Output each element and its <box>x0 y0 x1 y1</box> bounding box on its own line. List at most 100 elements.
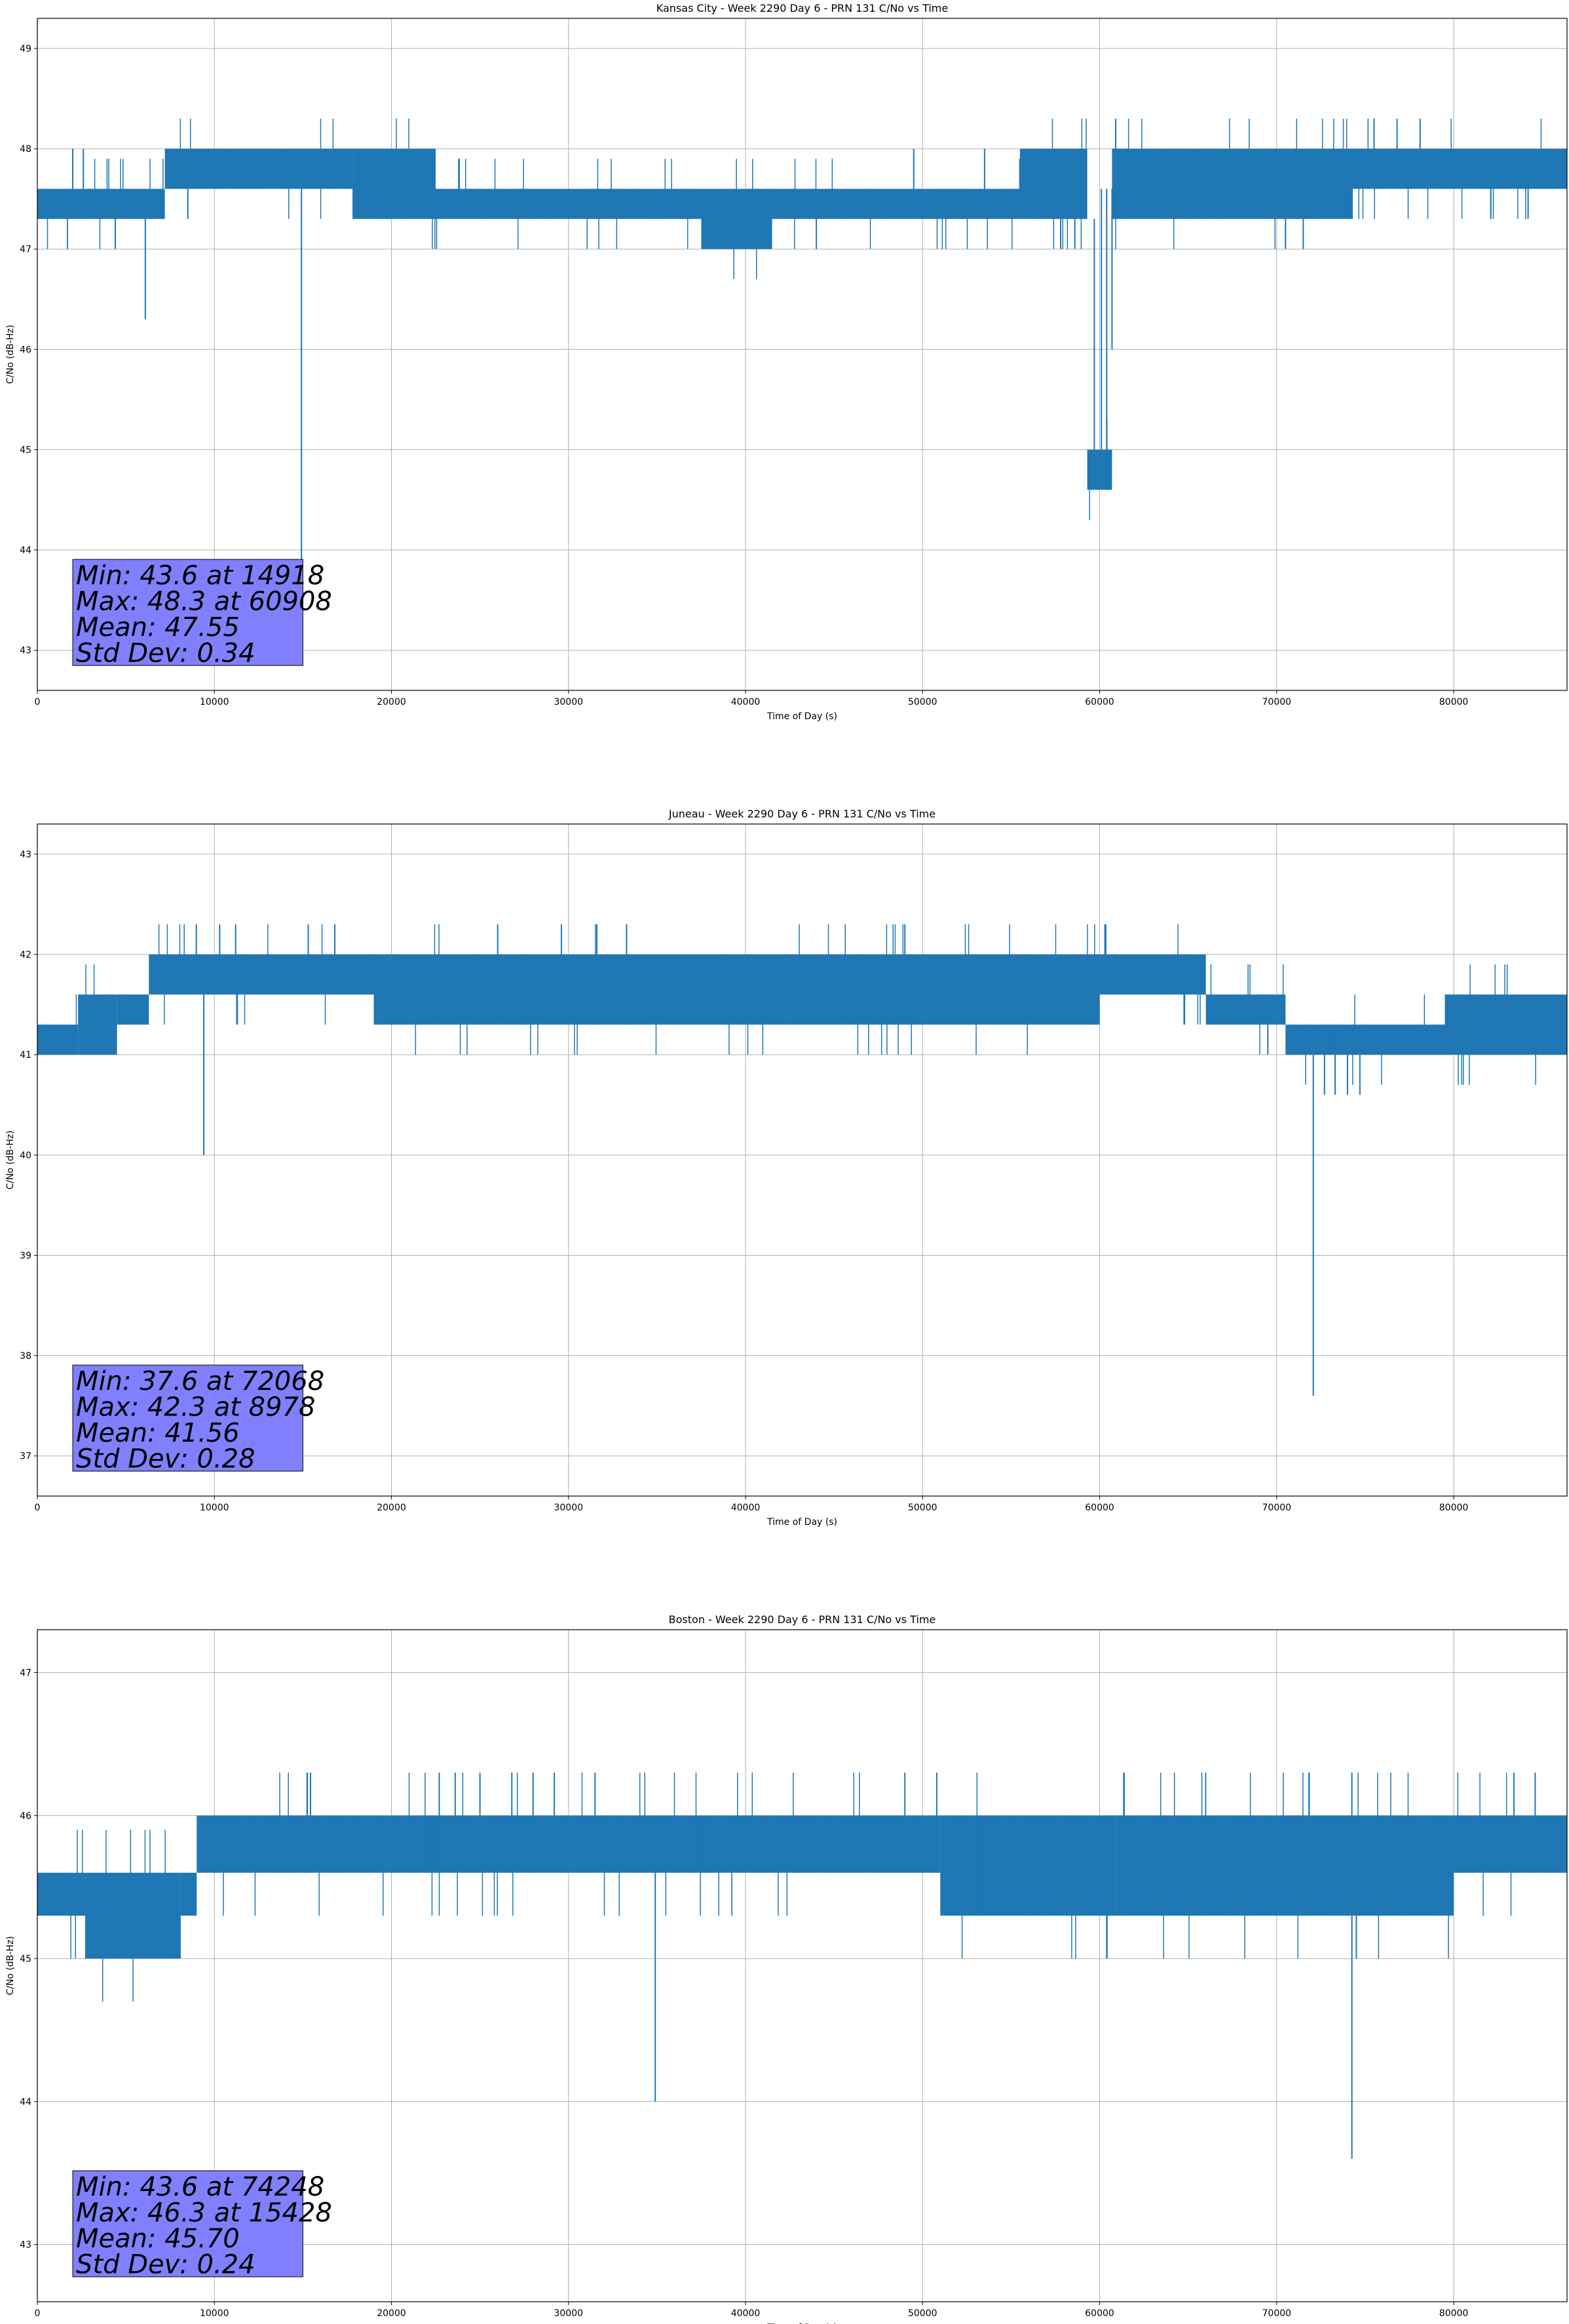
x-tick-label: 80000 <box>1439 697 1469 707</box>
stats-line: Std Dev: 0.28 <box>76 1444 255 1474</box>
signal-band <box>373 954 790 1025</box>
chart-title: Boston - Week 2290 Day 6 - PRN 131 C/No … <box>669 1613 936 1626</box>
x-tick-label: 30000 <box>554 1503 583 1513</box>
stats-line: Mean: 45.70 <box>76 2224 240 2254</box>
stats-line: Min: 43.6 at 14918 <box>76 561 324 591</box>
signal-band <box>352 149 436 219</box>
x-tick-label: 60000 <box>1085 697 1114 707</box>
x-tick-label: 60000 <box>1085 1503 1114 1513</box>
x-tick-label: 10000 <box>200 1503 229 1513</box>
axes-frame <box>37 18 1568 691</box>
stats-line: Std Dev: 0.24 <box>76 2250 255 2280</box>
y-tick-label: 47 <box>20 244 31 255</box>
y-axis-label: C/No (dB-Hz) <box>5 1131 16 1190</box>
stats-line: Std Dev: 0.34 <box>76 639 255 669</box>
signal-band <box>1117 1815 1454 1916</box>
y-tick-label: 44 <box>20 546 31 556</box>
y-tick-label: 48 <box>20 144 31 155</box>
signal-band <box>1099 954 1206 995</box>
stats-line: Min: 37.6 at 72068 <box>76 1366 324 1396</box>
x-axis-label: Time of Day (s) <box>766 711 837 722</box>
signal-band <box>37 189 165 219</box>
stats-line: Max: 48.3 at 60908 <box>76 587 332 617</box>
x-tick-label: 40000 <box>731 1503 761 1513</box>
x-tick-label: 80000 <box>1439 2308 1469 2319</box>
x-tick-label: 70000 <box>1262 697 1292 707</box>
stats-box-background <box>72 559 303 666</box>
y-tick-label: 49 <box>20 44 31 54</box>
chart-title: Kansas City - Week 2290 Day 6 - PRN 131 … <box>656 2 948 14</box>
signal-band <box>37 1024 79 1055</box>
y-tick-label: 43 <box>20 850 31 860</box>
cno-series <box>37 119 1567 590</box>
x-tick-label: 0 <box>35 1503 41 1513</box>
y-tick-label: 40 <box>20 1150 31 1161</box>
x-tick-label: 50000 <box>908 1503 937 1513</box>
x-tick-label: 70000 <box>1262 2308 1292 2319</box>
chart-3: Boston - Week 2290 Day 6 - PRN 131 C/No … <box>5 1613 1568 2324</box>
y-tick-label: 41 <box>20 1050 31 1060</box>
y-tick-label: 43 <box>20 646 31 656</box>
chart-2: Juneau - Week 2290 Day 6 - PRN 131 C/No … <box>5 808 1568 1527</box>
signal-band <box>78 994 117 1055</box>
x-tick-label: 0 <box>35 697 41 707</box>
axes-frame <box>37 1629 1568 2302</box>
x-tick-label: 30000 <box>554 2308 583 2319</box>
x-tick-label: 50000 <box>908 697 937 707</box>
x-tick-label: 70000 <box>1262 1503 1292 1513</box>
x-tick-label: 0 <box>35 2308 41 2319</box>
y-tick-label: 37 <box>20 1452 31 1462</box>
axes-frame <box>37 823 1568 1497</box>
x-tick-label: 20000 <box>377 2308 406 2319</box>
y-tick-label: 39 <box>20 1250 31 1261</box>
x-tick-label: 40000 <box>731 697 761 707</box>
x-tick-label: 30000 <box>554 697 583 707</box>
cno-series <box>37 924 1567 1396</box>
signal-band <box>149 954 374 995</box>
y-tick-label: 47 <box>20 1668 31 1678</box>
signal-band <box>789 954 1100 1025</box>
x-tick-label: 20000 <box>377 697 406 707</box>
signal-band <box>1285 1024 1445 1055</box>
x-tick-label: 50000 <box>908 2308 937 2319</box>
y-tick-label: 38 <box>20 1351 31 1362</box>
y-tick-label: 45 <box>20 445 31 455</box>
signal-band <box>436 189 702 219</box>
cno-series <box>37 1772 1567 2159</box>
signal-band <box>940 1815 1118 1916</box>
chart-title: Juneau - Week 2290 Day 6 - PRN 131 C/No … <box>668 808 936 820</box>
stats-line: Max: 46.3 at 15428 <box>76 2198 332 2228</box>
x-axis-label: Time of Day (s) <box>766 1517 837 1527</box>
stats-line: Max: 42.3 at 8978 <box>76 1393 315 1423</box>
x-axis-label: Time of Day (s) <box>766 2323 837 2324</box>
y-tick-label: 46 <box>20 345 31 355</box>
signal-band <box>1352 149 1567 189</box>
x-tick-label: 60000 <box>1085 2308 1114 2319</box>
signal-band <box>1205 994 1286 1025</box>
grid <box>37 18 1567 690</box>
stats-line: Mean: 41.56 <box>76 1418 240 1448</box>
stats-line: Mean: 47.55 <box>76 612 240 643</box>
y-tick-label: 42 <box>20 950 31 960</box>
signal-band <box>197 1815 941 1873</box>
signal-band <box>1112 149 1353 219</box>
signal-band <box>1445 994 1567 1055</box>
stats-box-background <box>72 1364 303 1472</box>
x-tick-label: 40000 <box>731 2308 761 2319</box>
chart-1: Kansas City - Week 2290 Day 6 - PRN 131 … <box>5 2 1568 722</box>
y-axis-label: C/No (dB-Hz) <box>5 1936 16 1995</box>
signal-band <box>117 994 149 1025</box>
y-tick-label: 45 <box>20 1954 31 1964</box>
x-tick-label: 20000 <box>377 1503 406 1513</box>
x-tick-label: 10000 <box>200 697 229 707</box>
y-axis-label: C/No (dB-Hz) <box>5 325 16 384</box>
signal-band <box>1454 1815 1567 1873</box>
stats-box-background <box>72 2170 303 2277</box>
x-tick-label: 80000 <box>1439 1503 1469 1513</box>
y-tick-label: 43 <box>20 2240 31 2251</box>
stats-line: Min: 43.6 at 74248 <box>76 2172 324 2202</box>
